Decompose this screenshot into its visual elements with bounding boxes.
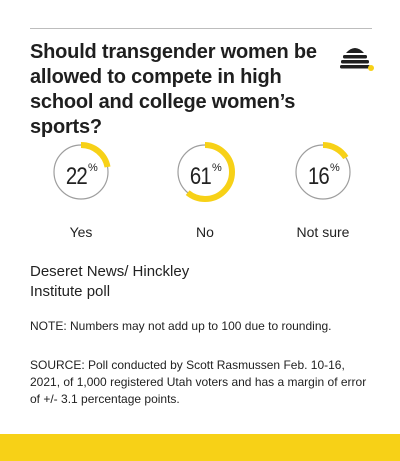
category-label-yes: Yes [69, 224, 93, 240]
donut-item-no: 61% No [155, 140, 255, 250]
donut-item-yes: 22% Yes [31, 140, 131, 250]
bottom-accent-band [0, 434, 400, 461]
donut-arc-not-sure [293, 142, 353, 202]
donut-not-sure [293, 142, 353, 202]
pct-value-not-sure: 16% [273, 160, 373, 196]
donut-arc-no [175, 142, 235, 202]
pct-number-not-sure: 16 [308, 163, 330, 190]
pct-sign-yes: % [87, 162, 98, 174]
headline: Should transgender women be allowed to c… [30, 41, 317, 138]
pct-number-no: 61 [190, 163, 212, 190]
category-label-not-sure: Not sure [296, 224, 350, 240]
donut-no [175, 142, 235, 202]
source-title: Deseret News/ Hinckley Institute poll [30, 263, 190, 300]
donut-yes [51, 142, 111, 202]
pct-sign-no: % [211, 162, 222, 174]
pct-sign-not-sure: % [329, 162, 340, 174]
note-text: NOTE: Numbers may not add up to 100 due … [30, 319, 332, 333]
pct-value-yes: 22% [31, 160, 131, 196]
category-label-no: No [196, 224, 214, 240]
pct-number-yes: 22 [66, 163, 88, 190]
source-text: SOURCE: Poll conducted by Scott Rasmusse… [30, 358, 367, 406]
donut-arc-yes [51, 142, 111, 202]
donut-chart: 22% Yes 61% No 16% Not sure [0, 140, 400, 250]
donut-item-not-sure: 16% Not sure [273, 140, 373, 250]
top-rule [30, 28, 372, 29]
pct-value-no: 61% [155, 160, 255, 196]
beehive-logo-icon [340, 48, 374, 71]
